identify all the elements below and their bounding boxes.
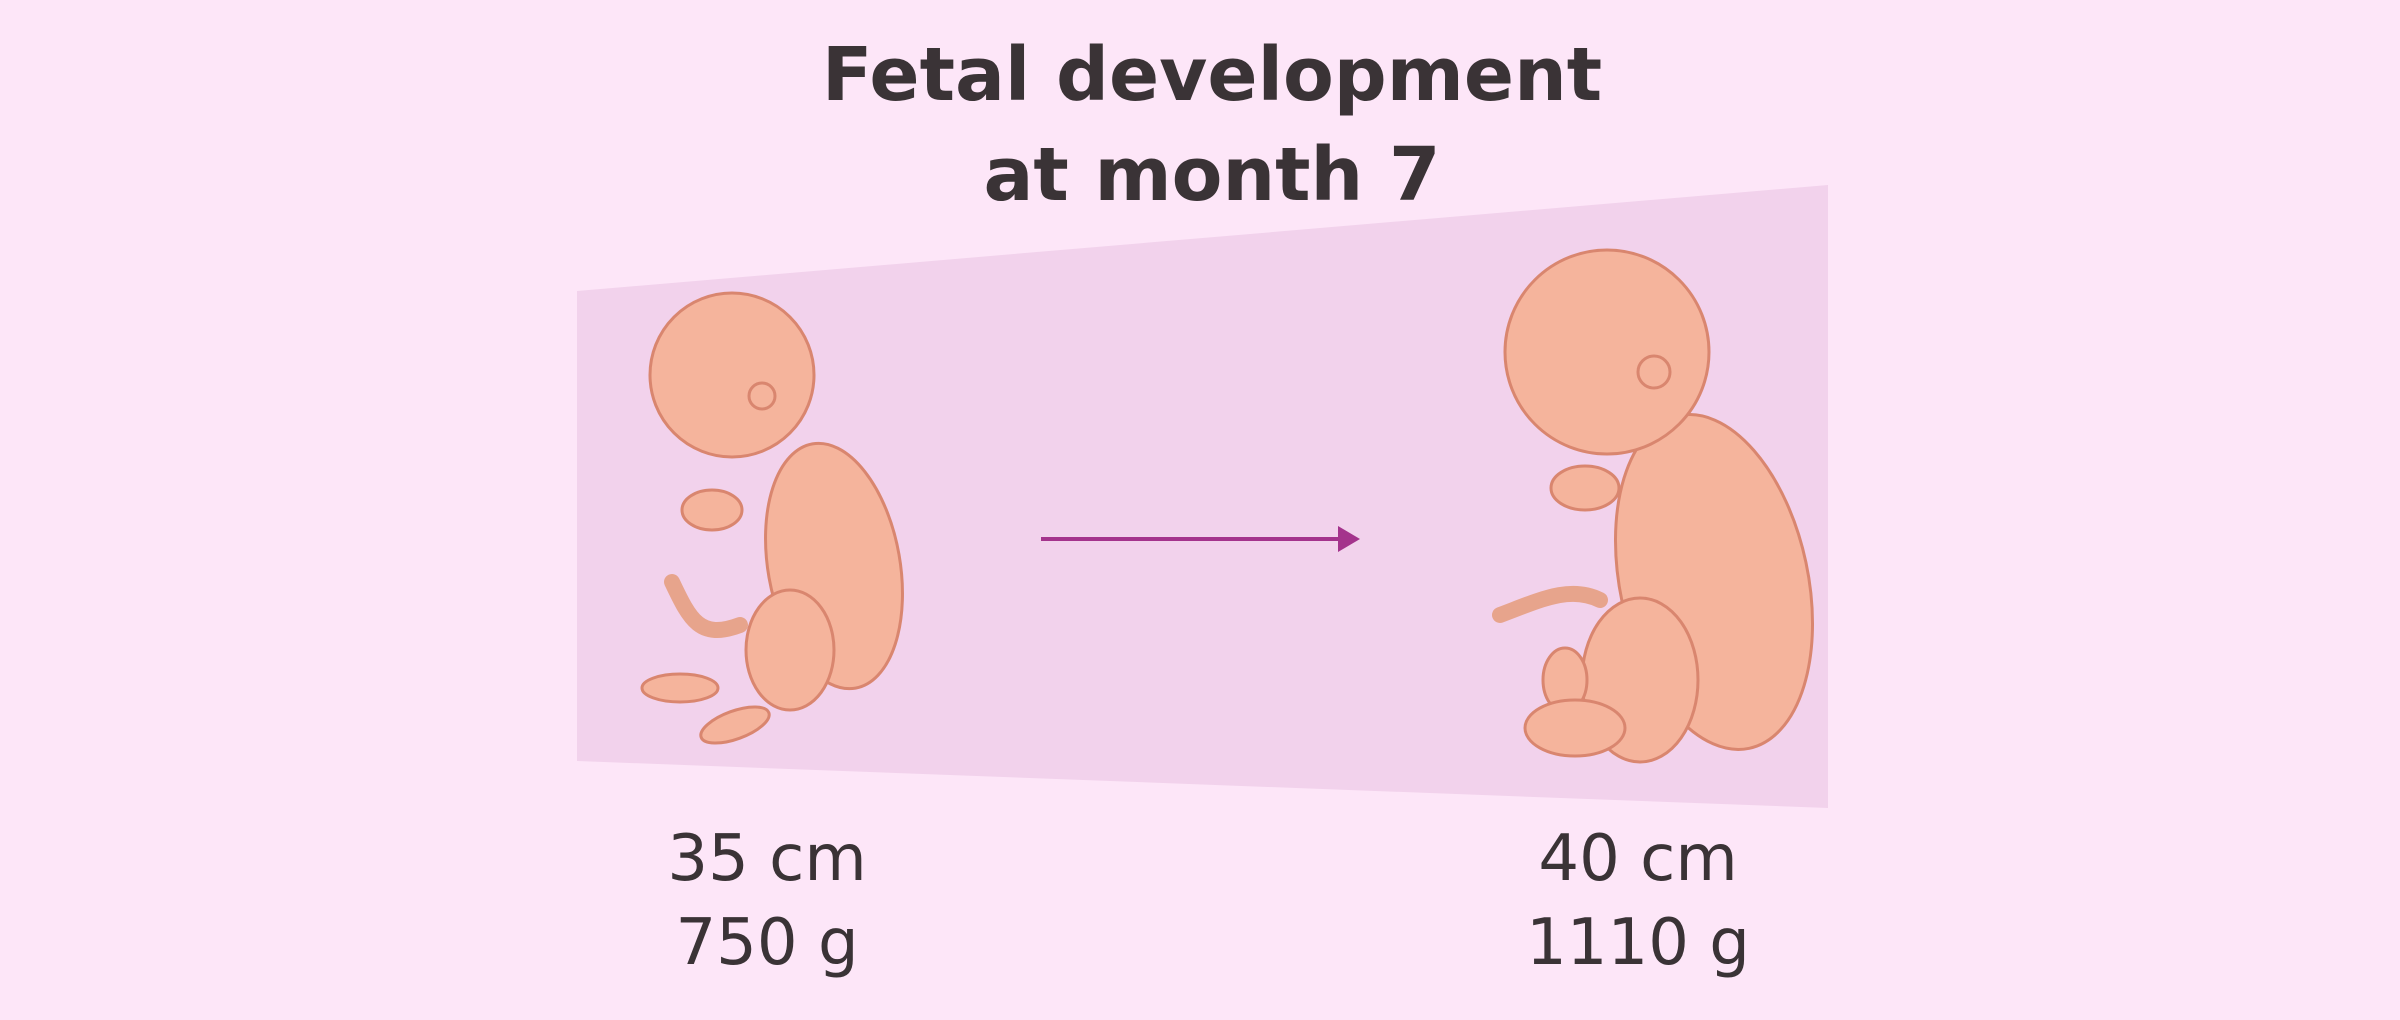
umbilical-cord [664, 574, 748, 638]
head [1503, 248, 1711, 456]
umbilical-cord [1492, 585, 1608, 623]
ear [1636, 354, 1672, 390]
leg [744, 588, 836, 712]
fetus-large [1492, 248, 1815, 764]
foot [640, 672, 720, 704]
weight-label: 1110 g [1526, 906, 1750, 980]
foot [1523, 698, 1627, 758]
weight-label: 750 g [675, 906, 858, 980]
hand [1549, 464, 1621, 512]
arrow-head [1338, 526, 1360, 552]
fetus-small [640, 291, 904, 745]
hand [680, 488, 744, 532]
title-line: Fetal development [822, 32, 1602, 118]
foot [699, 705, 771, 745]
length-label: 35 cm [667, 822, 866, 896]
head [648, 291, 816, 459]
title-line: at month 7 [983, 132, 1440, 218]
ear [747, 381, 777, 411]
length-label: 40 cm [1538, 822, 1737, 896]
